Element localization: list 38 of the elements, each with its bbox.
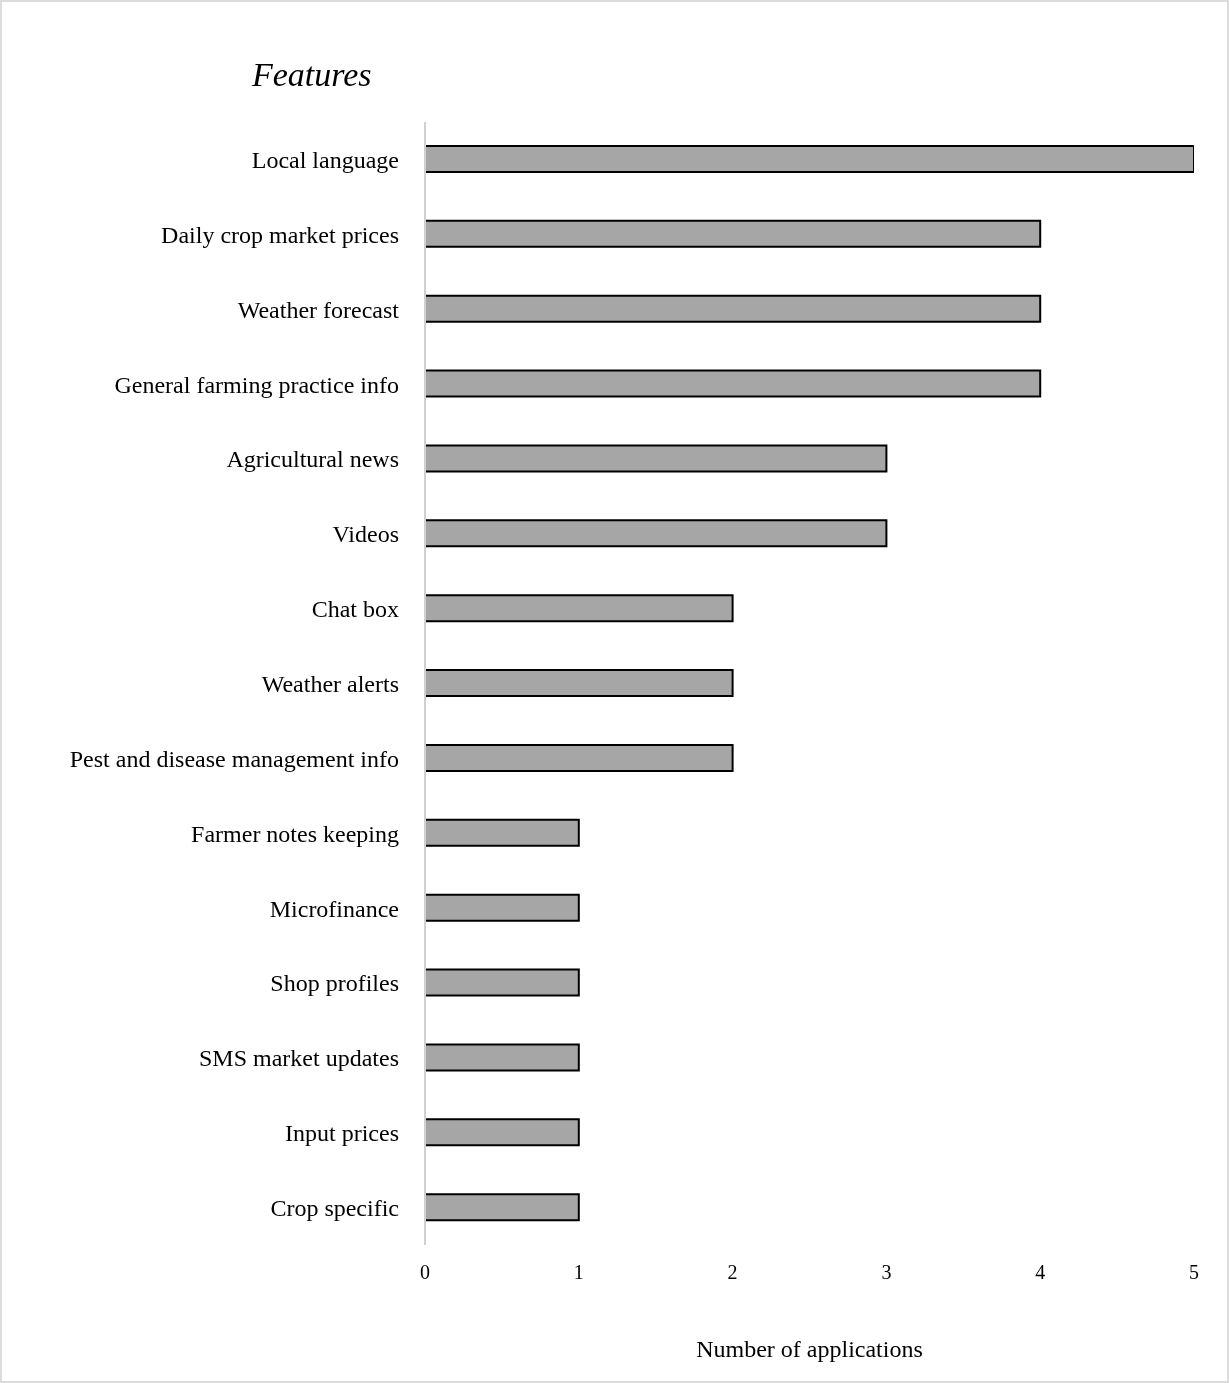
y-tick-label: Input prices bbox=[285, 1120, 399, 1147]
bar bbox=[425, 594, 734, 623]
x-tick-label: 3 bbox=[881, 1261, 892, 1284]
y-tick-label: Pest and disease management info bbox=[69, 745, 399, 772]
bar bbox=[425, 1118, 580, 1147]
bar bbox=[425, 219, 1042, 248]
y-tick-label: Weather alerts bbox=[261, 671, 399, 698]
y-axis-title: Features bbox=[252, 56, 372, 94]
bar bbox=[425, 444, 888, 473]
y-tick-label: Shop profiles bbox=[270, 970, 399, 997]
bar bbox=[425, 1043, 580, 1072]
bar bbox=[425, 818, 580, 847]
bar bbox=[425, 893, 580, 922]
x-tick-label: 1 bbox=[573, 1261, 584, 1284]
x-tick-label: 2 bbox=[727, 1261, 738, 1284]
y-tick-label: Agricultural news bbox=[226, 446, 399, 473]
y-tick-label: Crop specific bbox=[270, 1195, 399, 1222]
bar bbox=[425, 669, 734, 698]
x-tick-label: 5 bbox=[1189, 1261, 1199, 1284]
y-tick-label: Weather forecast bbox=[237, 296, 400, 323]
bar bbox=[425, 145, 1194, 173]
y-tick-label: General farming practice info bbox=[114, 371, 399, 398]
y-tick-label: Daily crop market prices bbox=[161, 221, 399, 248]
y-tick-label: Farmer notes keeping bbox=[191, 820, 399, 847]
bar bbox=[425, 1193, 580, 1222]
x-axis-title: Number of applications bbox=[696, 1336, 923, 1362]
y-tick-label: Microfinance bbox=[269, 895, 399, 922]
bar bbox=[425, 519, 888, 548]
y-tick-label: Videos bbox=[332, 521, 399, 548]
bar bbox=[425, 369, 1042, 398]
bar bbox=[425, 968, 580, 997]
y-tick-label: Chat box bbox=[311, 596, 399, 623]
y-tick-label: Local language bbox=[251, 146, 399, 173]
x-tick-label: 0 bbox=[420, 1261, 430, 1284]
y-tick-label: SMS market updates bbox=[199, 1045, 399, 1072]
bar bbox=[425, 294, 1042, 323]
x-tick-label: 4 bbox=[1035, 1261, 1046, 1284]
bar bbox=[425, 743, 734, 772]
